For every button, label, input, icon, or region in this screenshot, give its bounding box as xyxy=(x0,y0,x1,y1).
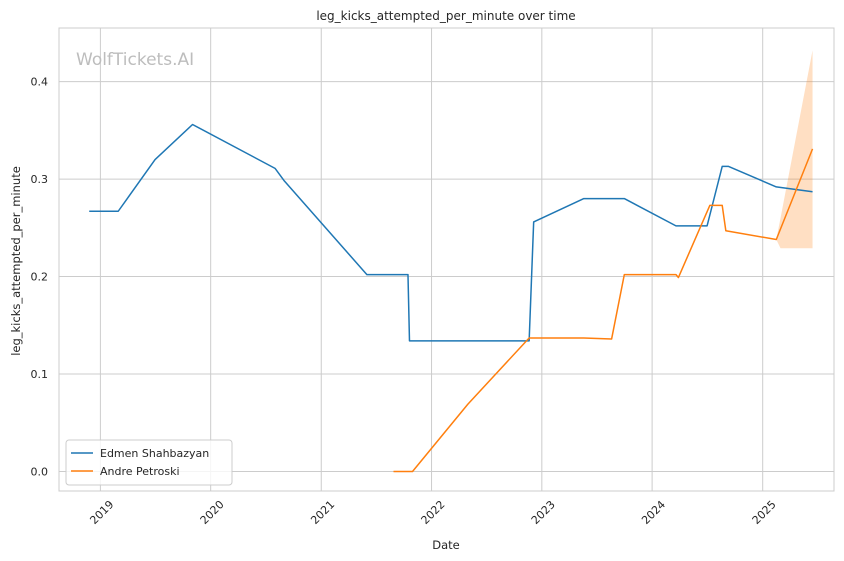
series-line xyxy=(393,148,814,473)
chart-title: leg_kicks_attempted_per_minute over time xyxy=(316,9,575,23)
series-lines xyxy=(89,123,814,473)
x-tick-label: 2023 xyxy=(529,498,558,527)
series-line xyxy=(89,123,813,342)
legend: Edmen Shahbazyan Andre Petroski xyxy=(65,439,233,486)
x-tick-label: 2024 xyxy=(639,498,668,527)
confidence-bands xyxy=(776,50,813,249)
legend-label: Edmen Shahbazyan xyxy=(100,447,209,460)
y-tick-label: 0.1 xyxy=(31,368,49,381)
legend-box xyxy=(65,439,233,486)
y-axis-title: leg_kicks_attempted_per_minute xyxy=(9,166,23,356)
x-tick-label: 2021 xyxy=(308,498,337,527)
grid xyxy=(59,28,834,491)
plot-area-frame xyxy=(58,27,835,492)
x-axis-ticks: 2019 2020 2021 2022 2023 2024 2025 xyxy=(87,498,778,527)
x-tick-label: 2019 xyxy=(87,498,116,527)
x-tick-label: 2025 xyxy=(750,498,779,527)
legend-label: Andre Petroski xyxy=(100,465,180,478)
y-tick-label: 0.4 xyxy=(31,76,49,89)
confidence-band xyxy=(776,50,813,249)
x-tick-label: 2020 xyxy=(198,498,227,527)
y-tick-label: 0.2 xyxy=(31,271,49,284)
x-tick-label: 2022 xyxy=(419,498,448,527)
x-axis-title: Date xyxy=(432,538,460,552)
y-axis-ticks: 0.0 0.1 0.2 0.3 0.4 xyxy=(31,76,49,479)
y-tick-label: 0.0 xyxy=(31,466,49,479)
watermark-text: WolfTickets.AI xyxy=(76,50,194,70)
y-tick-label: 0.3 xyxy=(31,173,49,186)
